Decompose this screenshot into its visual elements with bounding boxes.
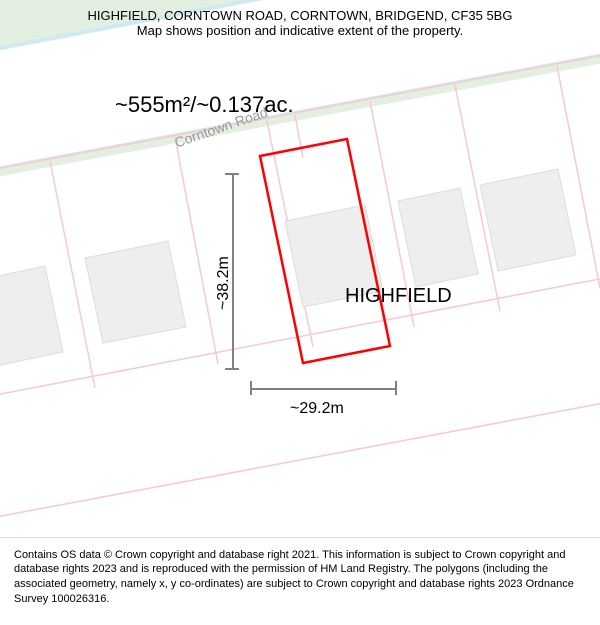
width-dimension-label: ~29.2m xyxy=(290,400,344,418)
area-measurement-label: ~555m²/~0.137ac. xyxy=(115,92,294,118)
page-title: HIGHFIELD, CORNTOWN ROAD, CORNTOWN, BRID… xyxy=(10,8,590,23)
horizontal-dimension-bar xyxy=(250,388,395,390)
property-name-label: HIGHFIELD xyxy=(345,285,452,308)
vertical-dimension-cap-bottom xyxy=(225,368,239,370)
vertical-dimension-cap-top xyxy=(225,173,239,175)
page-subtitle: Map shows position and indicative extent… xyxy=(10,23,590,38)
horizontal-dimension-cap-right xyxy=(395,381,397,395)
header-block: HIGHFIELD, CORNTOWN ROAD, CORNTOWN, BRID… xyxy=(0,0,600,42)
copyright-footer: Contains OS data © Crown copyright and d… xyxy=(0,537,600,625)
map-svg xyxy=(0,0,600,540)
map-canvas: Corntown Road ~555m²/~0.137ac. HIGHFIELD… xyxy=(0,0,600,540)
height-dimension-label: ~38.2m xyxy=(215,256,233,310)
horizontal-dimension-cap-left xyxy=(250,381,252,395)
